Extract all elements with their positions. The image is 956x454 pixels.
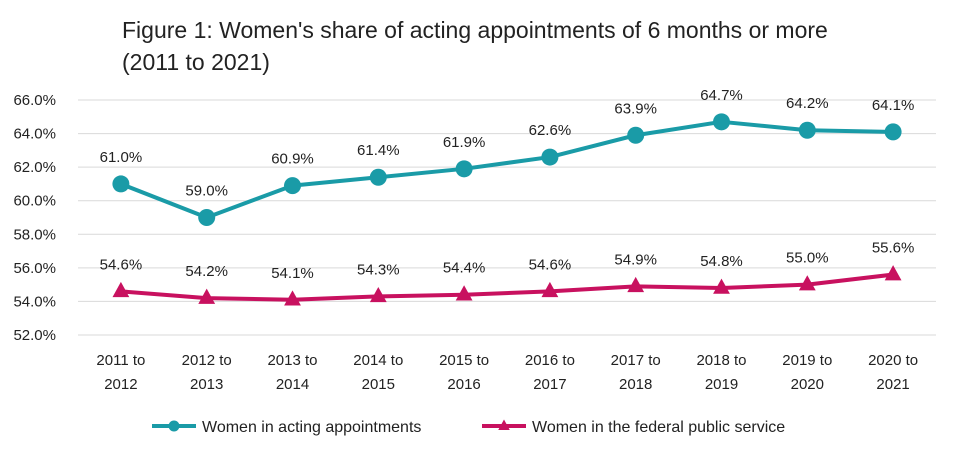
data-label: 54.6% (100, 256, 143, 273)
data-point (884, 265, 902, 281)
x-tick-label: 2021 (876, 376, 909, 393)
y-axis: 52.0% 54.0% 56.0% 58.0% 60.0% 62.0% 64.0% 66.0% (13, 92, 56, 344)
data-label: 64.1% (872, 97, 915, 114)
data-point (713, 113, 730, 131)
x-tick-label: 2017 to (611, 352, 661, 369)
x-tick-label: 2014 (276, 376, 309, 393)
plot-area: 61.0% 59.0% 60.9% 61.4% 61.9% 62.6% 63.9% 64.7%… (100, 87, 915, 306)
series-line (120, 119, 894, 220)
data-point (798, 121, 816, 139)
x-tick-label: 2020 to (868, 352, 918, 369)
data-point (627, 276, 645, 293)
data-label: 63.9% (614, 100, 657, 117)
data-label: 61.4% (357, 142, 400, 159)
series-2: 54.6% 54.2% 54.1% 54.3% 54.4% 54.6% 54.9% 54.8%… (100, 240, 915, 306)
legend-label: Women in the federal public service (532, 419, 785, 436)
data-label: 54.3% (357, 261, 400, 278)
legend-label: Women in acting appointments (202, 419, 421, 436)
data-label: 54.6% (529, 256, 572, 273)
x-tick-label: 2016 to (525, 352, 575, 369)
x-tick-label: 2017 (533, 376, 566, 393)
series-line (120, 272, 894, 302)
chart-title-line-2: (2011 to 2021) (122, 49, 270, 75)
data-label: 59.0% (185, 183, 228, 200)
x-tick-label: 2013 (190, 376, 223, 393)
data-label: 54.2% (185, 263, 228, 280)
data-label: 54.4% (443, 260, 486, 277)
gridlines (78, 99, 936, 336)
data-point (884, 123, 902, 141)
data-point (198, 288, 216, 304)
data-label: 61.9% (443, 134, 486, 151)
y-tick-label: 52.0% (13, 327, 56, 344)
x-tick-label: 2018 to (696, 352, 746, 369)
data-point (284, 177, 301, 195)
data-label: 61.0% (100, 149, 143, 166)
x-tick-label: 2013 to (267, 352, 317, 369)
data-point (713, 278, 730, 294)
data-label: 54.8% (700, 253, 743, 270)
data-label: 60.9% (271, 151, 314, 168)
data-label: 54.9% (614, 251, 657, 268)
x-tick-label: 2020 (791, 376, 824, 393)
data-label: 54.1% (271, 265, 314, 282)
data-point (112, 175, 130, 193)
x-tick-label: 2018 (619, 376, 652, 393)
x-tick-label: 2019 (705, 376, 738, 393)
data-point (627, 126, 645, 144)
data-point (284, 290, 301, 306)
y-tick-label: 62.0% (13, 159, 56, 176)
y-tick-label: 60.0% (13, 193, 56, 210)
y-tick-label: 54.0% (13, 293, 56, 310)
x-tick-label: 2012 to (182, 352, 232, 369)
data-point (455, 160, 473, 178)
x-tick-label: 2016 (447, 376, 480, 393)
data-point (541, 281, 559, 298)
x-tick-label: 2012 (104, 376, 137, 393)
data-point (198, 209, 216, 226)
y-tick-label: 56.0% (13, 260, 56, 277)
x-tick-label: 2015 (362, 376, 395, 393)
data-point (455, 285, 473, 301)
series-1: 61.0% 59.0% 60.9% 61.4% 61.9% 62.6% 63.9% 64.7%… (100, 87, 915, 226)
chart-title-line-1: Figure 1: Women's share of acting appoin… (122, 17, 828, 43)
data-point (369, 168, 387, 186)
data-point (168, 420, 180, 432)
data-point (498, 419, 510, 430)
x-tick-label: 2019 to (782, 352, 832, 369)
data-label: 55.6% (872, 240, 915, 257)
x-tick-label: 2011 to (96, 352, 145, 369)
x-tick-label: 2015 to (439, 352, 489, 369)
data-label: 62.6% (529, 122, 572, 139)
x-axis: 2011 to 2012 2012 to 2013 2013 to 2014 2014 to… (96, 352, 918, 393)
data-label: 55.0% (786, 250, 829, 267)
data-label: 64.2% (786, 95, 829, 112)
legend: Women in acting appointments Women in the… (152, 419, 785, 436)
data-label: 64.7% (700, 87, 743, 104)
data-point (541, 148, 559, 166)
data-point (369, 286, 387, 303)
y-tick-label: 64.0% (13, 126, 56, 143)
y-tick-label: 58.0% (13, 226, 56, 243)
data-point (112, 281, 130, 298)
x-tick-label: 2014 to (353, 352, 403, 369)
data-point (798, 275, 816, 291)
legend-item-2: Women in the federal public service (482, 419, 785, 436)
y-tick-label: 66.0% (13, 92, 56, 109)
legend-item-1: Women in acting appointments (152, 419, 421, 436)
